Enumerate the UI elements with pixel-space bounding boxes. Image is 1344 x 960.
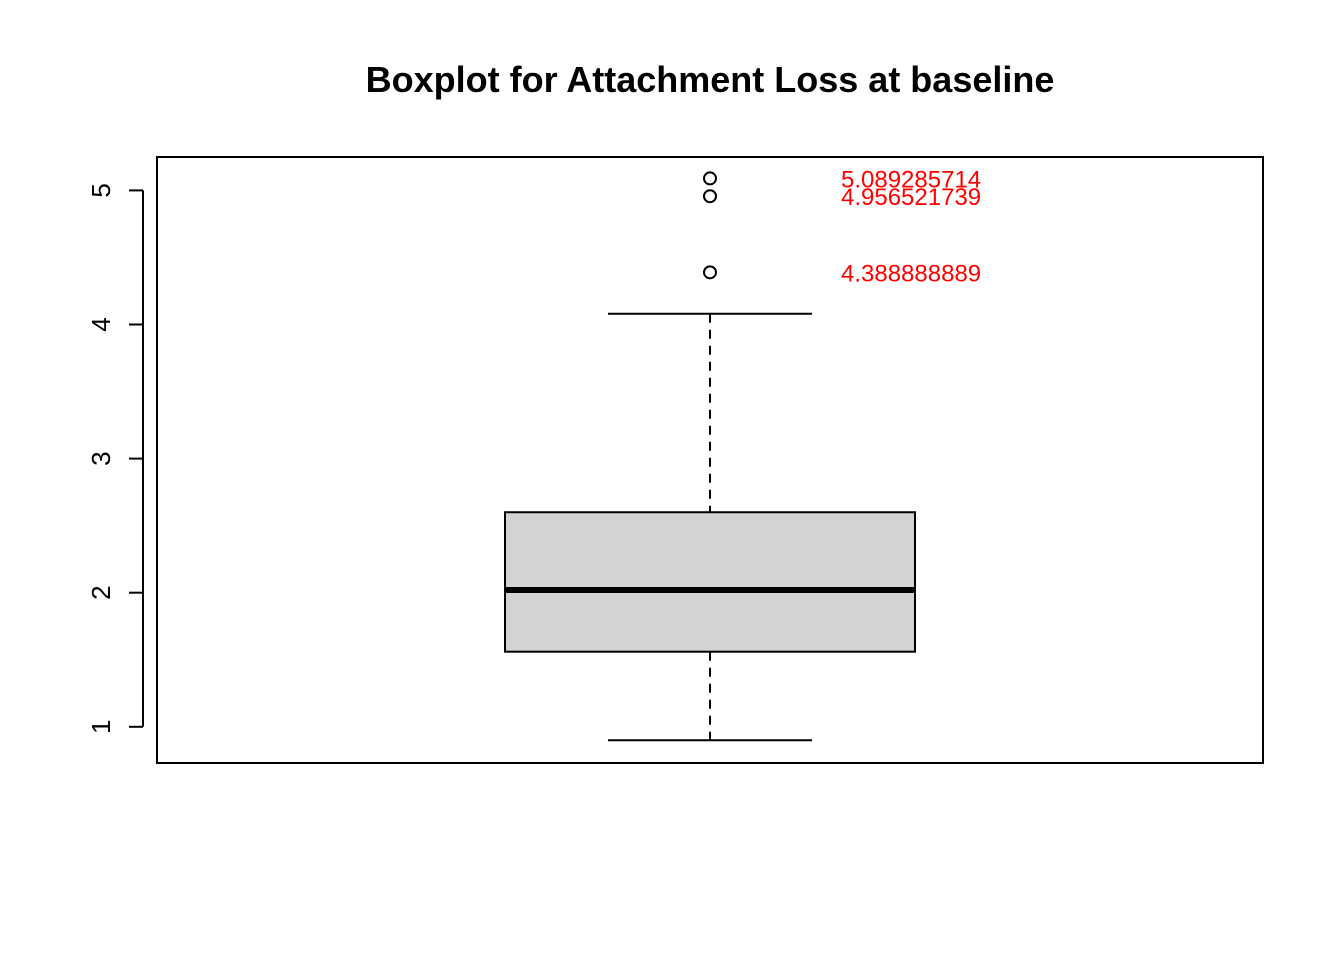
- y-tick-label-1: 1: [86, 720, 116, 734]
- y-tick-label-2: 2: [86, 585, 116, 599]
- y-tick-label-4: 4: [86, 317, 116, 331]
- outliers: [703, 171, 717, 280]
- iqr-box: [504, 511, 916, 653]
- chart-title: Boxplot for Attachment Loss at baseline: [366, 59, 1055, 100]
- y-tick-label-5: 5: [86, 183, 116, 197]
- outlier-point-1: [703, 189, 717, 204]
- outlier-label-0: 5.089285714: [841, 166, 981, 193]
- outlier-label-2: 4.388888889: [841, 260, 981, 287]
- outlier-label-1: 4.956521739: [841, 184, 981, 211]
- boxplot: [504, 312, 916, 742]
- outlier-point-2: [703, 265, 717, 280]
- y-tick-label-3: 3: [86, 451, 116, 465]
- plot-frame: [156, 156, 1264, 764]
- outlier-point-0: [703, 171, 717, 186]
- y-axis: 1 2 3 4 5: [86, 183, 144, 734]
